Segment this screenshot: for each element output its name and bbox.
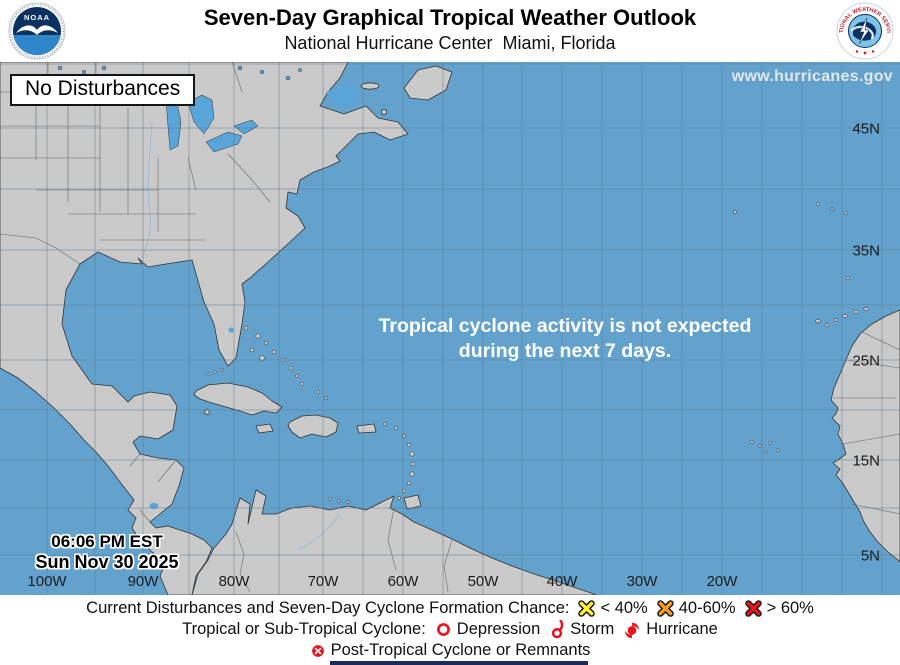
x-icon [744,600,762,617]
outlook-message-line1: Tropical cyclone activity is not expecte… [378,315,752,337]
island-pei [380,109,387,116]
legend-row-formation-chance: Current Disturbances and Seven-Day Cyclo… [0,598,900,619]
nws-logo: NATIONAL WEATHER SERVICE [836,2,894,60]
depression-label: Depression [456,620,541,638]
island-trinidad [403,494,422,510]
lat-label: 45N [852,121,880,138]
islands-atlantic [733,202,869,454]
lon-label: 80W [219,573,251,590]
chance-gt60-item: > 60% [744,599,814,618]
bottom-strip [330,661,588,665]
lon-label: 90W [128,573,160,590]
lake-nicaragua [149,503,159,509]
island-newfoundland [403,65,453,101]
noaa-logo: NOAA [8,2,66,60]
post-tropical-item: Post-Tropical Cyclone or Remnants [310,641,591,660]
outlook-message-line2: during the next 7 days. [458,340,672,362]
lat-label: 15N [852,453,880,470]
storm-item: Storm [549,619,615,640]
x-icon [656,600,674,617]
lon-label: 100W [27,573,67,590]
legend-row1-label: Current Disturbances and Seven-Day Cyclo… [86,599,570,617]
issuance-time: 06:06 PM EST [51,532,163,551]
post-tropical-label: Post-Tropical Cyclone or Remnants [330,641,591,659]
graticule [0,62,900,595]
x-icon [578,600,596,617]
island-cuba [193,382,283,416]
issuance-date: Sun Nov 30 2025 [35,552,179,572]
land-south-america [191,489,597,595]
chance-gt60-label: > 60% [766,599,814,617]
gulf-st-lawrence [326,84,362,106]
watermark-url: www.hurricanes.gov [731,68,893,85]
lon-label: 70W [308,573,340,590]
lon-label: 30W [627,573,659,590]
lat-label: 35N [852,243,880,260]
depression-item: Depression [435,620,540,639]
legend: Current Disturbances and Seven-Day Cyclo… [0,595,900,665]
lat-label: 25N [852,353,880,370]
legend-row-post-tropical: Post-Tropical Cyclone or Remnants [0,640,900,661]
geo-labels: 45N 35N 25N 15N 5N 100W 90W 80W 70W 60W 50W 40W 30W 2… [27,121,880,591]
island-puerto-rico [356,423,377,434]
hurricane-icon [623,620,641,640]
islands-florida-keys [206,368,224,376]
atlantic-outlook-map: 45N 35N 25N 15N 5N 100W 90W 80W 70W 60W 50W 40W 30W 2… [0,62,900,595]
lon-label: 60W [388,573,420,590]
lake-erie [205,131,243,153]
island-bermuda [733,210,737,214]
island-anticosti [360,82,380,90]
storm-label: Storm [570,620,615,638]
island-madeira [846,276,850,280]
lake-ontario [233,119,259,135]
lon-label: 20W [707,573,739,590]
lon-label: 50W [468,573,500,590]
land-north-america [0,62,409,595]
basemap: 45N 35N 25N 15N 5N 100W 90W 80W 70W 60W 50W 40W 30W 2… [0,62,900,595]
island-hispaniola [287,414,339,439]
lat-label: 5N [861,548,880,565]
chance-lt40-item: < 40% [578,599,648,618]
post-tropical-icon [310,643,326,659]
page-title: Seven-Day Graphical Tropical Weather Out… [203,5,697,30]
legend-row2-label: Tropical or Sub-Tropical Cyclone: [182,620,426,638]
legend-row-cyclone-types: Tropical or Sub-Tropical Cyclone: Depres… [0,619,900,640]
landmasses [0,62,900,595]
depression-icon [435,621,452,638]
page-subtitle: National Hurricane Center Miami, Florida [284,33,616,53]
issuance-timestamp: 06:06 PM EST Sun Nov 30 2025 [35,532,178,573]
status-box: No Disturbances [10,74,196,106]
header: NOAA Seven-Day Graphical Tropical Weathe… [0,0,900,62]
island-jamaica [255,423,274,434]
hurricane-label: Hurricane [646,620,718,638]
chance-40-60-label: 40-60% [678,599,736,617]
islands-lesser-antilles [328,422,416,504]
lon-label: 40W [547,573,579,590]
svg-text:NOAA: NOAA [24,13,50,22]
hurricane-item: Hurricane [623,620,718,640]
chance-lt40-label: < 40% [600,599,648,617]
storm-icon [549,619,565,640]
outlook-message: Tropical cyclone activity is not expecte… [379,314,752,364]
chance-40-60-item: 40-60% [656,599,736,618]
lake-okeechobee [228,327,234,333]
islands-bahamas [243,325,328,400]
